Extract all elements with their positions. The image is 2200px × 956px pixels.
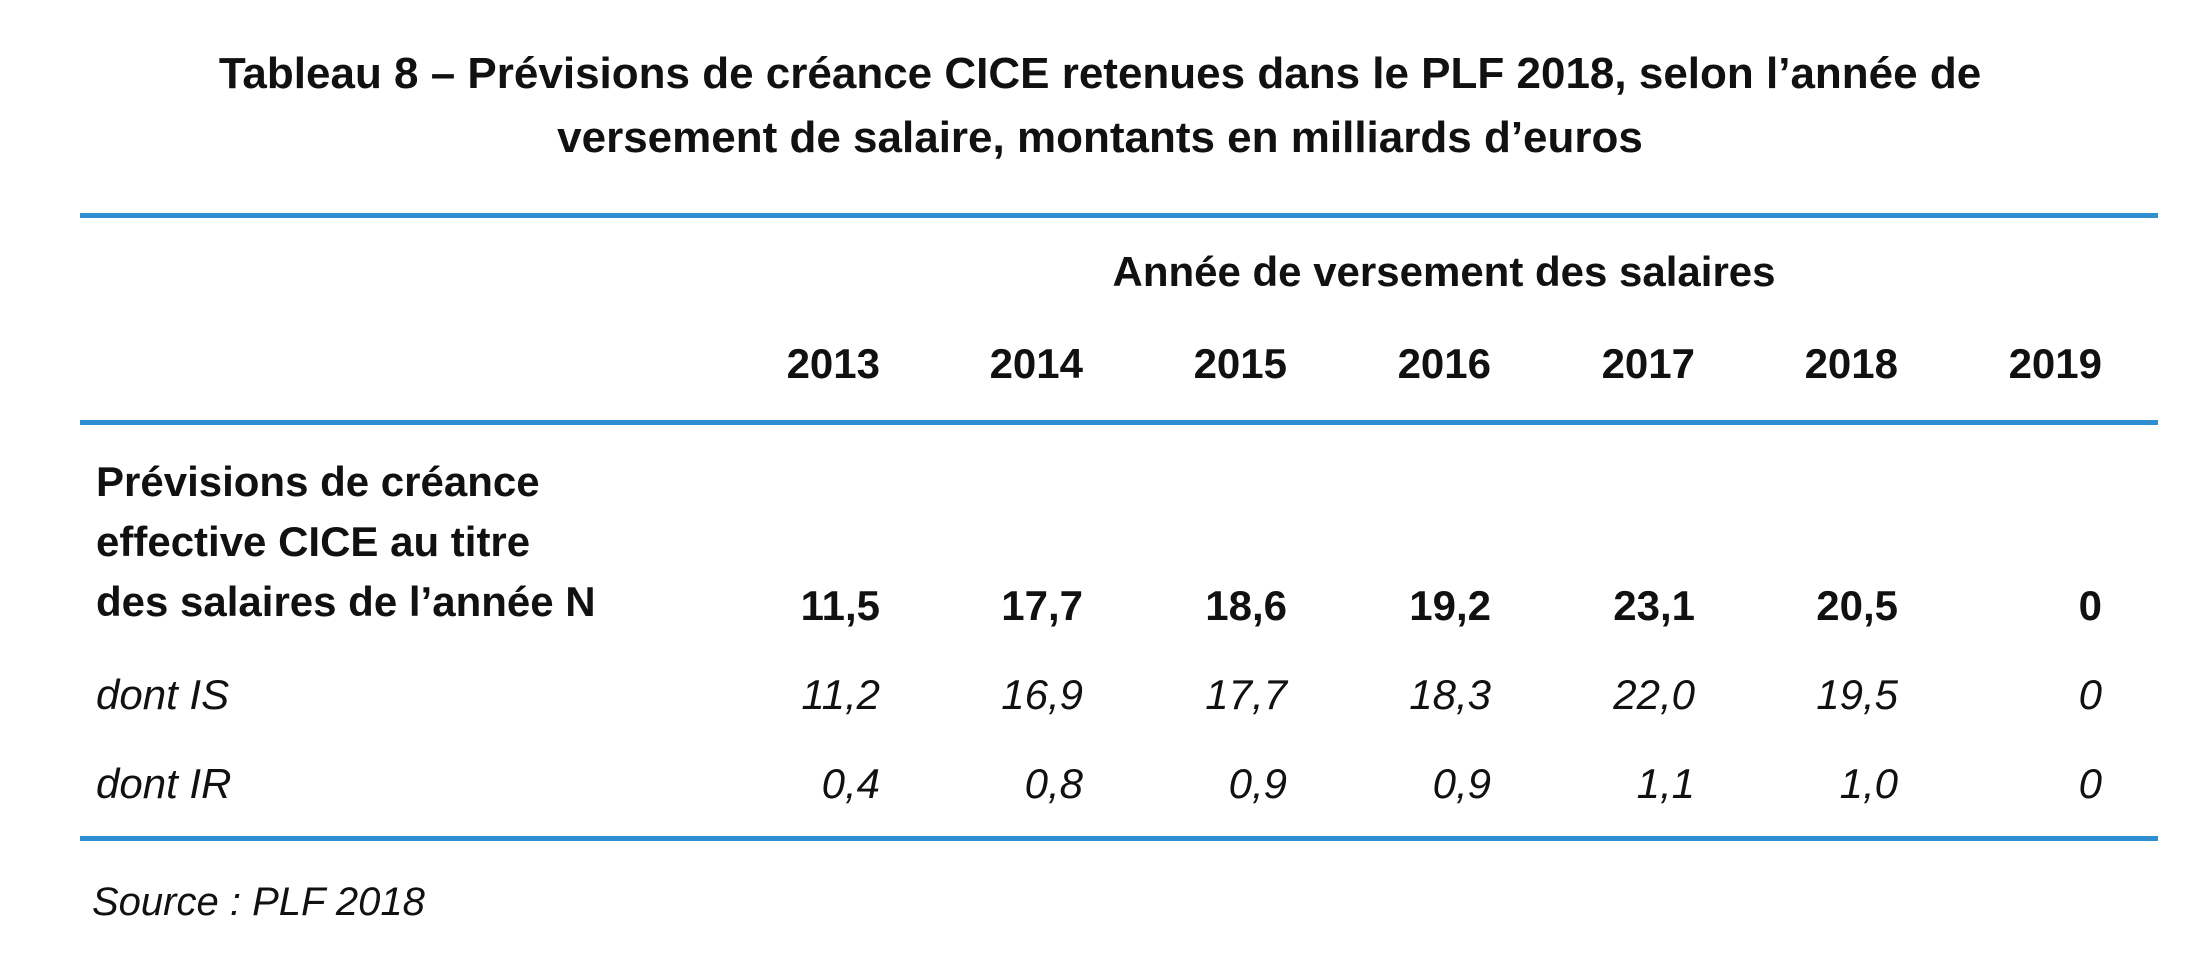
table-cell: 1,0 xyxy=(1839,760,1898,807)
row-label-dont-is: dont IS xyxy=(96,671,230,718)
column-header-year: 2015 xyxy=(1193,340,1287,387)
column-group-header: Année de versement des salaires xyxy=(1112,248,1776,295)
column-header-year: 2019 xyxy=(2008,340,2102,387)
table-top-rule xyxy=(80,213,2158,218)
table-cell: 11,2 xyxy=(801,671,880,718)
column-header-year: 2013 xyxy=(786,340,880,387)
table-cell: 0 xyxy=(2078,760,2102,807)
column-header-year: 2018 xyxy=(1804,340,1898,387)
table-bottom-rule xyxy=(80,836,2158,841)
table-cell: 19,2 xyxy=(1409,582,1491,629)
row-label-line: Prévisions de créance xyxy=(96,458,540,505)
table-cell: 16,9 xyxy=(1001,671,1083,718)
table-cell: 20,5 xyxy=(1816,582,1898,629)
table-cell: 0,4 xyxy=(821,760,880,807)
row-label-previsions-creance: Prévisions de créance effective CICE au … xyxy=(96,452,596,632)
table-cell: 0,9 xyxy=(1432,760,1491,807)
table-cell: 0 xyxy=(2078,582,2102,629)
table-cell: 18,3 xyxy=(1409,671,1491,718)
table-cell: 17,7 xyxy=(1001,582,1083,629)
source-note: Source : PLF 2018 xyxy=(92,880,425,924)
table-cell: 23,1 xyxy=(1613,582,1695,629)
table-cell: 22,0 xyxy=(1613,671,1695,718)
table-cell: 19,5 xyxy=(1816,671,1898,718)
table-cell: 0 xyxy=(2078,671,2102,718)
table-title-line-1: Tableau 8 – Prévisions de créance CICE r… xyxy=(218,49,1982,98)
table-cell: 0,8 xyxy=(1024,760,1083,807)
table-title-line-2: versement de salaire, montants en millia… xyxy=(557,113,1643,162)
table-title: Tableau 8 – Prévisions de créance CICE r… xyxy=(80,42,2120,170)
row-label-line: effective CICE au titre xyxy=(96,518,531,565)
row-label-line: des salaires de l’année N xyxy=(96,578,596,625)
table-cell: 17,7 xyxy=(1205,671,1287,718)
table-cell: 1,1 xyxy=(1636,760,1695,807)
column-header-year: 2014 xyxy=(989,340,1083,387)
column-header-year: 2017 xyxy=(1601,340,1695,387)
row-label-dont-ir: dont IR xyxy=(96,760,232,807)
table-header-rule xyxy=(80,420,2158,425)
column-header-year: 2016 xyxy=(1397,340,1491,387)
table-cell: 11,5 xyxy=(800,582,880,629)
table-cell: 0,9 xyxy=(1228,760,1287,807)
table-cell: 18,6 xyxy=(1205,582,1287,629)
